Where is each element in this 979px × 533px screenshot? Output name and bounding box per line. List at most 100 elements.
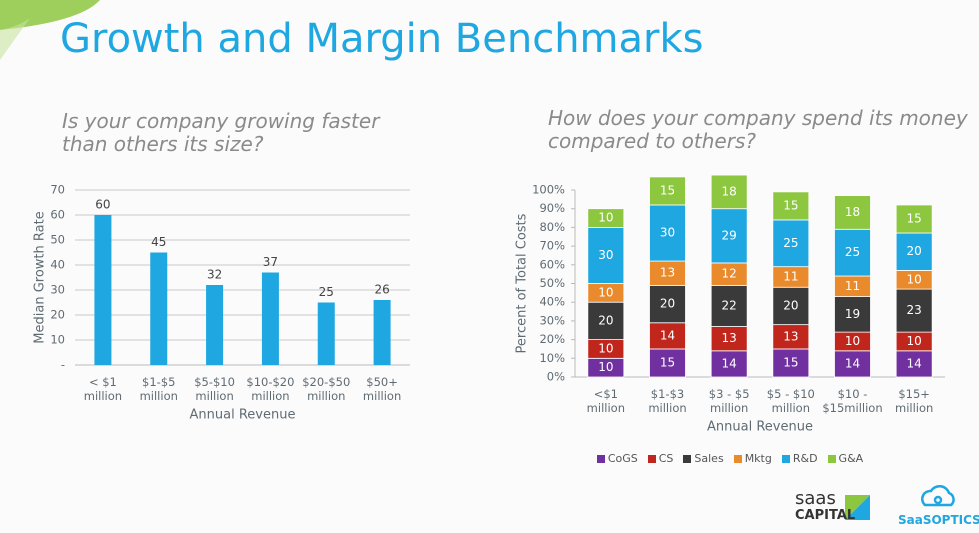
bar-segment — [834, 228, 871, 277]
x-tick-label: $3 - $5 million — [708, 387, 750, 415]
legend-item: Mktg — [733, 452, 772, 465]
data-label: 10 — [598, 360, 613, 374]
y-tick-label: 40 — [50, 258, 65, 272]
data-label: 13 — [660, 266, 675, 280]
data-label: 11 — [783, 269, 798, 283]
data-label: 25 — [319, 285, 334, 299]
bar-segment — [772, 324, 810, 350]
legend: CoGS CS Sales Mktg R&D G&A — [560, 452, 900, 465]
data-label: 10 — [598, 211, 613, 225]
legend-item: CoGS — [596, 452, 638, 465]
data-label: 18 — [722, 184, 737, 198]
bar-segment — [710, 208, 748, 264]
logo-text: saas — [795, 488, 836, 509]
saasoptics-icon — [921, 484, 955, 507]
data-label: 18 — [845, 205, 860, 219]
x-tick-label: $10 - $15million — [822, 387, 883, 415]
data-label: 15 — [660, 183, 675, 197]
bar-segment — [649, 260, 686, 286]
data-label: 30 — [598, 248, 613, 262]
logo-text: SaaSOPTICS — [898, 513, 979, 527]
data-label: 25 — [845, 245, 860, 259]
data-label: 10 — [598, 285, 613, 299]
slide-title: Growth and Margin Benchmarks — [60, 16, 704, 62]
data-label: 45 — [151, 235, 166, 249]
data-label: 20 — [598, 313, 613, 327]
data-label: 32 — [207, 268, 222, 282]
bar — [94, 215, 112, 365]
legend-label: CoGS — [607, 452, 638, 465]
x-tick-label: $1-$5 million — [139, 375, 178, 403]
data-label: 20 — [660, 297, 675, 311]
legend-label: CS — [658, 452, 674, 465]
bar-segment — [710, 284, 748, 327]
x-tick-label: $1-$3 million — [648, 387, 687, 415]
y-tick-label: 80% — [539, 220, 565, 234]
data-label: 15 — [783, 198, 798, 212]
data-label: 13 — [783, 329, 798, 343]
bar-segment — [649, 284, 686, 324]
bar-segment — [772, 348, 810, 378]
chart-title: Is your company growing faster than othe… — [62, 109, 380, 156]
data-label: 60 — [95, 198, 110, 212]
y-axis-title: Percent of Total Costs — [515, 213, 530, 353]
y-tick-label: 60 — [50, 208, 65, 222]
legend-label: Sales — [694, 452, 724, 465]
data-label: 12 — [722, 267, 737, 281]
data-label: 10 — [907, 272, 922, 286]
x-tick-label: $10-$20 million — [246, 375, 295, 403]
legend-swatch — [827, 454, 836, 463]
data-label: 10 — [907, 334, 922, 348]
y-tick-label: 70% — [539, 239, 565, 253]
bar-segment — [649, 176, 686, 206]
bar-segment — [587, 226, 625, 284]
legend-item: G&A — [827, 452, 863, 465]
bar-segment — [587, 301, 625, 341]
data-label: 10 — [598, 341, 613, 355]
legend-swatch — [596, 454, 605, 463]
y-tick-label: 100% — [532, 183, 565, 197]
corner-decoration — [0, 18, 30, 60]
y-tick-label: 60% — [539, 257, 565, 271]
bar-segment — [895, 350, 933, 378]
legend-label: Mktg — [744, 452, 772, 465]
bar-segment — [587, 208, 625, 228]
bar — [317, 302, 335, 365]
bar-segment — [772, 219, 810, 268]
data-label: 14 — [722, 356, 737, 370]
y-tick-label: 70 — [50, 183, 65, 197]
x-tick-label: $5 - $10 million — [766, 387, 815, 415]
bar-segment — [895, 232, 933, 271]
data-label: 14 — [660, 328, 675, 342]
y-tick-label: - — [61, 358, 65, 372]
y-tick-label: 10% — [539, 351, 565, 365]
y-tick-label: 0% — [547, 370, 565, 384]
bar-segment — [834, 195, 871, 230]
bar-segment — [772, 191, 810, 221]
data-label: 20 — [907, 244, 922, 258]
bar-segment — [834, 296, 871, 333]
x-axis-title: Annual Revenue — [190, 408, 296, 423]
bar-segment — [710, 350, 748, 378]
data-label: 26 — [374, 283, 389, 297]
data-label: 25 — [783, 236, 798, 250]
y-tick-label: 30 — [50, 283, 65, 297]
y-tick-label: 20 — [50, 308, 65, 322]
x-tick-label: < $1 million — [83, 375, 123, 403]
y-tick-label: 50 — [50, 233, 65, 247]
data-label: 14 — [907, 356, 922, 370]
y-tick-label: 90% — [539, 201, 565, 215]
data-label: 15 — [907, 211, 922, 225]
legend-item: R&D — [781, 452, 818, 465]
y-tick-label: 20% — [539, 332, 565, 346]
data-label: 19 — [845, 307, 860, 321]
legend-swatch — [733, 454, 742, 463]
bar — [150, 252, 168, 365]
x-tick-label: $15+ million — [895, 387, 934, 415]
data-label: 30 — [660, 226, 675, 240]
chart-title: How does your company spend its money co… — [548, 106, 968, 153]
data-label: 10 — [845, 334, 860, 348]
data-label: 29 — [722, 228, 737, 242]
x-tick-label: <$1 million — [586, 387, 625, 415]
